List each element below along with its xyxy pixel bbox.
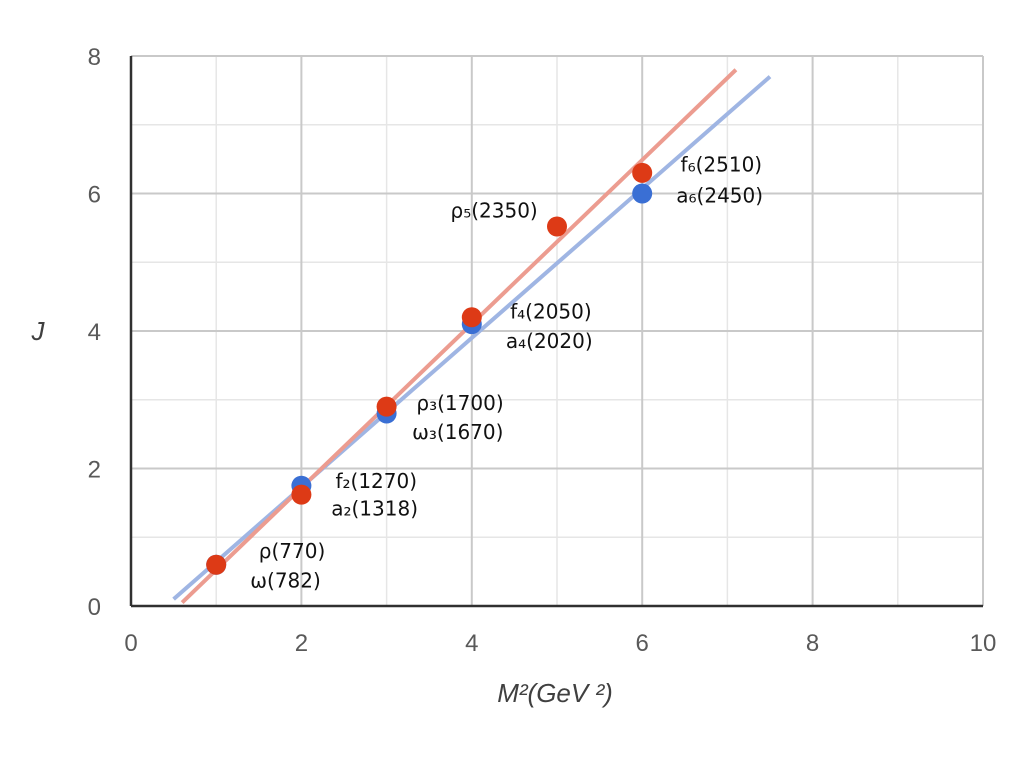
data-point-series-2 [547, 216, 567, 237]
x-tick-label: 4 [465, 630, 478, 657]
y-axis-label: J [31, 316, 46, 346]
fit-lines [172, 68, 772, 605]
data-point-series-2 [206, 554, 227, 575]
y-tick-label: 2 [88, 457, 101, 484]
x-tick-label: 8 [806, 630, 819, 657]
rho5-2350-label: ρ₅(2350) [451, 199, 538, 223]
f4-2050-label: f₄(2050) [510, 300, 592, 324]
a6-2450-label: a₆(2450) [676, 183, 763, 207]
data-point-series-1 [632, 183, 653, 204]
x-tick-label: 10 [970, 630, 997, 657]
omega-782-label: ω(782) [250, 568, 321, 592]
data-point-series-2 [632, 162, 653, 183]
axes [129, 56, 983, 608]
f2-1270-label: f₂(1270) [335, 469, 417, 493]
a4-2020-label: a₄(2020) [506, 329, 593, 353]
f6-2510-label: f₆(2510) [681, 153, 763, 177]
y-tick-label: 8 [88, 44, 101, 71]
x-tick-label: 2 [295, 630, 308, 657]
rho-770-label: ρ(770) [259, 539, 325, 563]
x-tick-label: 6 [636, 630, 649, 657]
rho3-1700-label: ρ₃(1700) [416, 391, 503, 415]
a2-1318-label: a₂(1318) [331, 496, 418, 520]
fit-line-1 [172, 75, 772, 601]
tick-labels: 0 2 4 6 8 10 0 2 4 6 8 [88, 44, 997, 657]
annotations: ρ(770) ω(782) f₂(1270) a₂(1318) ρ₃(1700) ω₃(1… [250, 153, 763, 593]
y-tick-label: 4 [88, 319, 101, 346]
data-point-series-2 [376, 396, 397, 417]
y-tick-label: 6 [88, 182, 101, 209]
fit-line-2 [180, 68, 738, 605]
major-grid [131, 55, 984, 606]
x-tick-label: 0 [124, 630, 137, 657]
omega3-1670-label: ω₃(1670) [412, 420, 503, 444]
data-point-series-2 [461, 307, 482, 328]
data-points [206, 162, 653, 575]
x-axis-label: M²(GeV ²) [497, 678, 613, 708]
data-point-series-2 [291, 484, 312, 505]
y-tick-label: 0 [88, 594, 101, 621]
